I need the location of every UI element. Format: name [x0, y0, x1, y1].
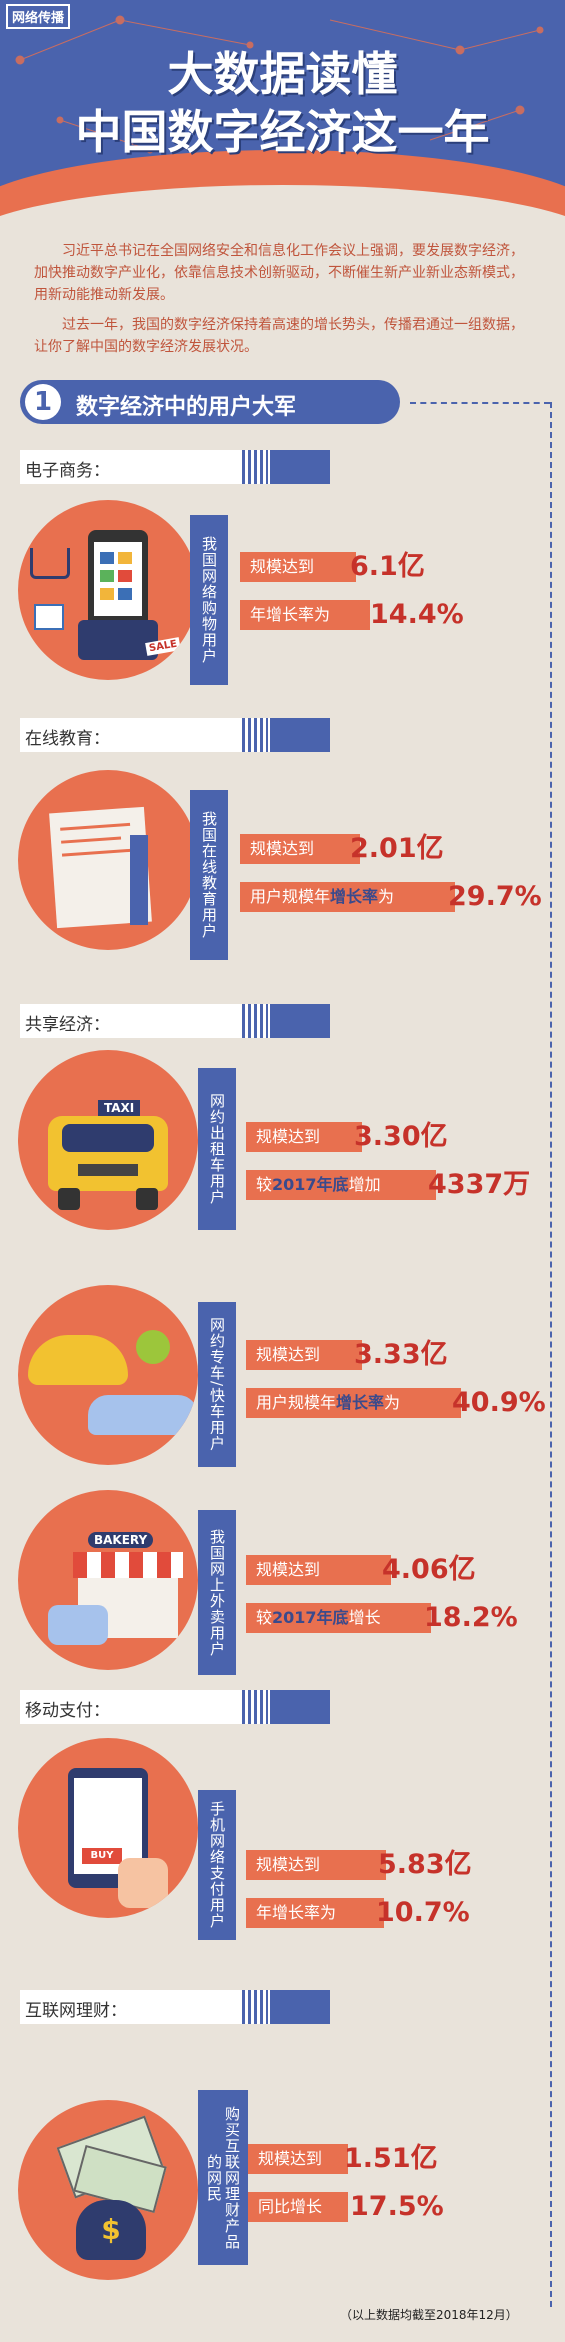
blue-car-icon: [88, 1395, 198, 1435]
category-label: 移动支付：: [25, 1701, 110, 1721]
hand-icon: [118, 1858, 168, 1908]
education-user-label: 我国在线教育用户: [190, 790, 228, 960]
page-title-line1: 大数据读懂: [167, 47, 398, 101]
stripe-decoration: [242, 718, 268, 752]
carhail-growth-value: 40.9%: [452, 1387, 546, 1418]
dashed-line-horizontal: [410, 402, 550, 404]
takeout-growth-value: 18.2%: [424, 1602, 518, 1633]
category-label: 电子商务：: [25, 461, 110, 481]
payment-growth-value: 10.7%: [376, 1897, 470, 1928]
category-education: 在线教育：: [20, 718, 330, 752]
taxi-scale-value: 3.30亿: [354, 1121, 448, 1152]
hand-icon: [78, 620, 158, 660]
payment-scale-label: 规模达到: [246, 1850, 386, 1880]
category-label: 在线教育：: [25, 729, 110, 749]
category-sharing: 共享经济：: [20, 1004, 330, 1038]
taxi-increase-value: 4337万: [428, 1169, 531, 1200]
category-label: 共享经济：: [25, 1015, 110, 1035]
education-growth-value: 29.7%: [448, 881, 542, 912]
category-label: 互联网理财：: [25, 2001, 127, 2021]
taxi-sign: TAXI: [98, 1100, 141, 1116]
finance-scale-value: 1.51亿: [344, 2143, 438, 2174]
category-ecommerce: 电子商务：: [20, 450, 330, 484]
finance-user-label: 购买互联网理财产品的网民: [198, 2090, 248, 2265]
section-title: 数字经济中的用户大军: [76, 395, 297, 420]
basket-icon: [30, 548, 70, 579]
takeout-scale-value: 4.06亿: [382, 1554, 476, 1585]
payment-user-label: 手机网络支付用户: [198, 1790, 236, 1940]
buy-button: BUY: [82, 1848, 122, 1864]
shopping-scale-value: 6.1亿: [350, 551, 425, 582]
finance-growth-label: 同比增长: [248, 2192, 348, 2222]
tree-icon: [136, 1330, 170, 1364]
carhail-user-label: 网约专车/快车用户: [198, 1302, 236, 1467]
yellow-car-icon: [28, 1335, 128, 1385]
stripe-decoration: [242, 1004, 268, 1038]
wheel-icon: [58, 1188, 80, 1210]
payment-illustration-circle: BUY: [18, 1738, 198, 1918]
shopping-growth-value: 14.4%: [370, 599, 464, 630]
shopping-scale-label: 规模达到: [240, 552, 356, 582]
takeout-illustration-circle: BAKERY: [18, 1490, 198, 1670]
finance-growth-value: 17.5%: [350, 2191, 444, 2222]
intro-paragraph-2: 过去一年，我国的数字经济保持着高速的增长势头，传播君通过一组数据，让你了解中国的…: [34, 317, 524, 355]
taxi-illustration-circle: TAXI: [18, 1050, 198, 1230]
carhail-illustration-circle: [18, 1285, 198, 1465]
shopping-growth-label: 年增长率为: [240, 600, 370, 630]
pencil-icon: [130, 835, 148, 925]
phone-icon: [88, 530, 148, 630]
bakery-sign: BAKERY: [88, 1532, 154, 1548]
taxi-increase-label: 较2017年底增加: [246, 1170, 436, 1200]
carhail-scale-label: 规模达到: [246, 1340, 362, 1370]
money-bag-icon: $: [76, 2200, 146, 2260]
bar-decoration: [270, 1004, 330, 1038]
section-banner: 1 数字经济中的用户大军: [20, 380, 400, 424]
stripe-decoration: [242, 450, 268, 484]
bar-decoration: [270, 450, 330, 484]
shopping-illustration-circle: SALE: [18, 500, 198, 680]
stripe-decoration: [242, 1690, 268, 1724]
page-title-line2: 中国数字经济这一年: [75, 105, 490, 159]
finance-scale-label: 规模达到: [248, 2144, 348, 2174]
site-logo: 网络传播: [6, 4, 71, 29]
header-banner: 网络传播 大数据读懂 中国数字经济这一年: [0, 0, 565, 222]
education-growth-label: 用户规模年增长率为: [240, 882, 455, 912]
network-lines-decoration: [15, 15, 544, 154]
bar-decoration: [270, 718, 330, 752]
education-illustration-circle: [18, 770, 198, 950]
bar-decoration: [270, 1990, 330, 2024]
intro-paragraph-1: 习近平总书记在全国网络安全和信息化工作会议上强调，要发展数字经济，加快推动数字产…: [34, 243, 524, 303]
education-scale-value: 2.01亿: [350, 833, 444, 864]
taxi-scale-label: 规模达到: [246, 1122, 362, 1152]
section-number: 1: [25, 384, 61, 420]
category-payment: 移动支付：: [20, 1690, 330, 1724]
taxi-car-icon: [48, 1116, 168, 1191]
takeout-growth-label: 较2017年底增长: [246, 1603, 431, 1633]
payment-growth-label: 年增长率为: [246, 1898, 384, 1928]
carhail-scale-value: 3.33亿: [354, 1339, 448, 1370]
carhail-growth-label: 用户规模年增长率为: [246, 1388, 461, 1418]
category-finance: 互联网理财：: [20, 1990, 330, 2024]
shopping-user-label: 我国网络购物用户: [190, 515, 228, 685]
dashed-line-vertical: [550, 402, 552, 2307]
bar-decoration: [270, 1690, 330, 1724]
wheel-icon: [136, 1188, 158, 1210]
gift-icon: [34, 604, 64, 630]
stripe-decoration: [242, 1990, 268, 2024]
taxi-user-label: 网约出租车用户: [198, 1068, 236, 1230]
footnote: （以上数据均截至2018年12月）: [340, 2308, 518, 2322]
takeout-scale-label: 规模达到: [246, 1555, 391, 1585]
payment-scale-value: 5.83亿: [378, 1849, 472, 1880]
education-scale-label: 规模达到: [240, 834, 360, 864]
finance-illustration-circle: $: [18, 2100, 198, 2280]
takeout-user-label: 我国网上外卖用户: [198, 1510, 236, 1675]
shop-awning-icon: [73, 1552, 183, 1578]
scooter-icon: [48, 1605, 108, 1645]
